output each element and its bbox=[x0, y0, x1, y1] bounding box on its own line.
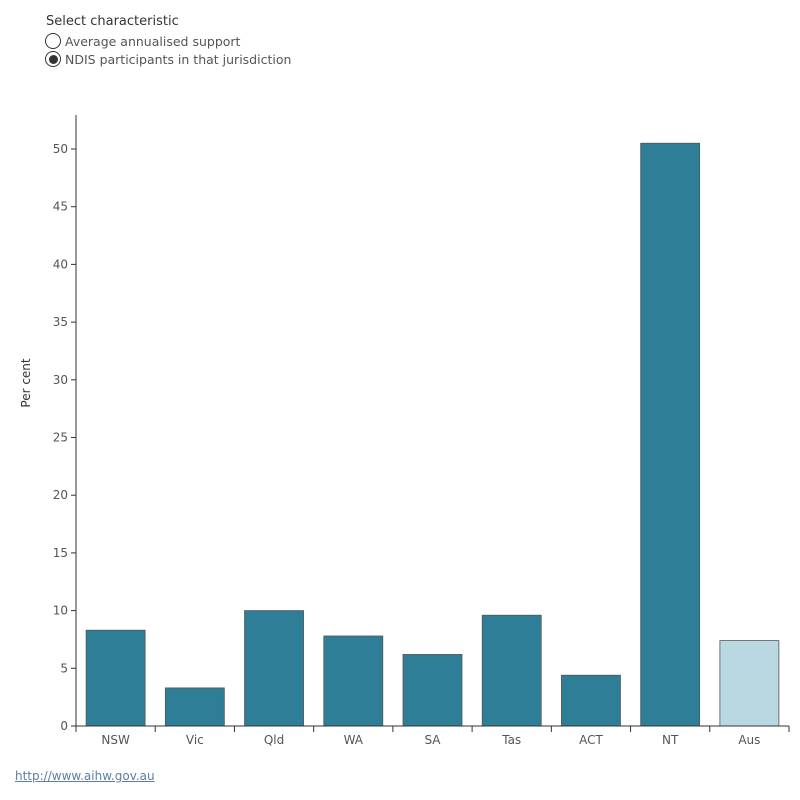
characteristic-selector: Select characteristic Average annualised… bbox=[45, 14, 292, 68]
y-tick-label: 0 bbox=[60, 719, 68, 733]
y-tick-label: 30 bbox=[53, 373, 68, 387]
bar-tas[interactable] bbox=[481, 614, 542, 727]
bar-act[interactable] bbox=[561, 674, 621, 727]
y-tick-label: 50 bbox=[53, 142, 68, 156]
option-ndis-participants[interactable]: NDIS participants in that jurisdiction bbox=[45, 50, 292, 68]
y-tick-label: 45 bbox=[53, 200, 68, 214]
option-label: NDIS participants in that jurisdiction bbox=[65, 51, 292, 67]
bar-nsw[interactable] bbox=[85, 629, 146, 727]
x-tick-label: SA bbox=[424, 733, 441, 747]
x-tick-label: Tas bbox=[501, 733, 521, 747]
y-tick-label: 20 bbox=[53, 488, 68, 502]
y-tick-label: 10 bbox=[53, 604, 68, 618]
bar-vic[interactable] bbox=[164, 687, 225, 727]
x-tick-label: WA bbox=[344, 733, 364, 747]
bar-qld[interactable] bbox=[244, 610, 304, 727]
aihw-link[interactable]: http://www.aihw.gov.au bbox=[15, 769, 155, 783]
radio-button-icon[interactable] bbox=[45, 51, 61, 67]
y-tick-label: 25 bbox=[53, 431, 68, 445]
bar-sa[interactable] bbox=[402, 654, 463, 727]
x-tick-label: Aus bbox=[738, 733, 760, 747]
bar-wa[interactable] bbox=[323, 635, 384, 727]
y-tick-label: 35 bbox=[53, 315, 68, 329]
radio-button-icon[interactable] bbox=[45, 33, 61, 49]
x-tick-label: NSW bbox=[101, 733, 130, 747]
y-tick-label: 15 bbox=[53, 546, 68, 560]
bar-aus[interactable] bbox=[719, 640, 780, 727]
y-axis-title: Per cent bbox=[19, 358, 33, 408]
y-tick-label: 40 bbox=[53, 257, 68, 271]
x-tick-label: NT bbox=[662, 733, 679, 747]
bar-chart: 0 5 10 15 20 25 30 35 40 45 50 NSW Vic Qld WA SA Tas ACT N… bbox=[19, 115, 790, 747]
bar-nt[interactable] bbox=[640, 142, 701, 727]
y-tick-label: 5 bbox=[60, 661, 68, 675]
x-tick-label: Vic bbox=[186, 733, 204, 747]
x-tick-label: ACT bbox=[579, 733, 603, 747]
option-average-annualised-support[interactable]: Average annualised support bbox=[45, 32, 291, 50]
option-label: Average annualised support bbox=[65, 33, 241, 49]
selector-title: Select characteristic bbox=[46, 14, 179, 29]
x-tick-label: Qld bbox=[264, 733, 284, 747]
